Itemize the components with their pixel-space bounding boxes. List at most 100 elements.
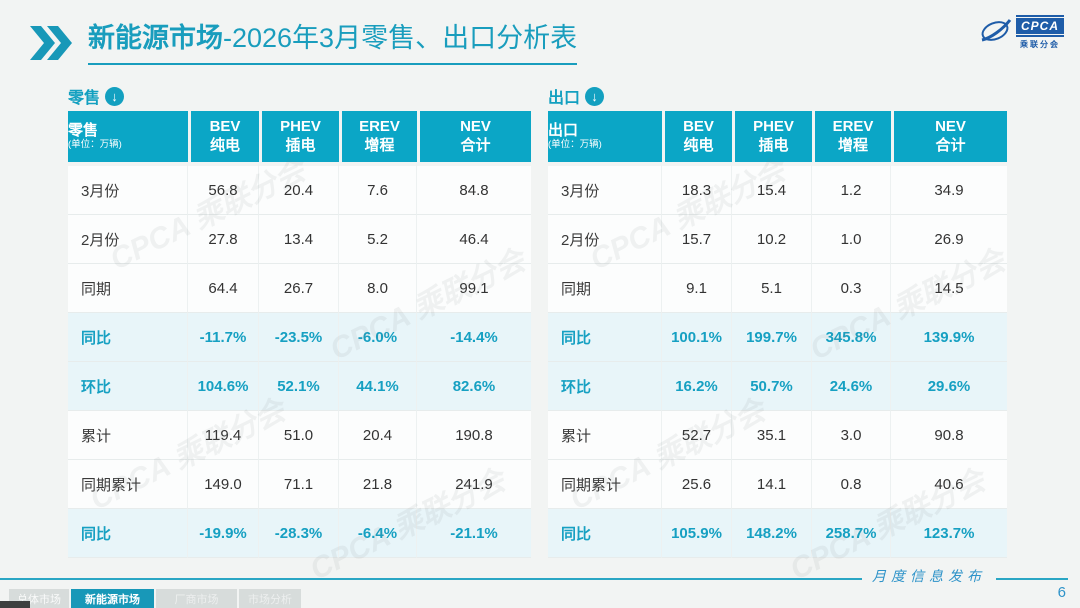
logo-acronym: CPCA <box>1015 18 1064 34</box>
cell-value: 100.1% <box>662 313 732 362</box>
cell-value: 0.8 <box>812 460 891 509</box>
row-label: 环比 <box>548 362 662 411</box>
cell-value: 258.7% <box>812 509 891 558</box>
cell-value: 71.1 <box>259 460 339 509</box>
export-table: 出口 (单位：万辆) BEV 纯电 PHEV 插电 EREV 增程 NEV 合计 3月份 18.… <box>548 111 1007 558</box>
row-label: 累计 <box>548 411 662 460</box>
cell-value: 13.4 <box>259 215 339 264</box>
table-row: 同期 64.4 26.7 8.0 99.1 <box>68 264 531 313</box>
row-label: 2月份 <box>548 215 662 264</box>
cell-value: -19.9% <box>188 509 259 558</box>
row-label: 同比 <box>68 509 188 558</box>
cell-value: 46.4 <box>417 215 531 264</box>
retail-table-body: 3月份 56.8 20.4 7.6 84.8 2月份 27.8 13.4 5.2 46.4 同期 64… <box>68 162 531 558</box>
cell-value: 149.0 <box>188 460 259 509</box>
cell-value: 15.7 <box>662 215 732 264</box>
title-block: 新能源市场-2026年3月零售、出口分析表 <box>30 22 578 65</box>
cell-value: 56.8 <box>188 162 259 215</box>
export-section-label: 出口 <box>548 90 581 107</box>
cell-value: 0.3 <box>812 264 891 313</box>
row-label: 同比 <box>68 313 188 362</box>
cell-value: -6.4% <box>339 509 417 558</box>
column-header: EREV 增程 <box>812 111 891 162</box>
cell-value: 64.4 <box>188 264 259 313</box>
column-header: EREV 增程 <box>339 111 417 162</box>
export-table-block: 出口 ↓ 出口 (单位：万辆) BEV 纯电 PHEV 插电 EREV 增程 NEV 合计 3… <box>548 84 1007 558</box>
cell-value: 3.0 <box>812 411 891 460</box>
cell-value: 52.7 <box>662 411 732 460</box>
row-label: 累计 <box>68 411 188 460</box>
export-section-header: 出口 ↓ <box>548 84 1007 108</box>
cell-value: 90.8 <box>891 411 1007 460</box>
cell-value: 25.6 <box>662 460 732 509</box>
footer-divider-line <box>0 578 1068 580</box>
page-number: 6 <box>1057 584 1066 601</box>
cell-value: -14.4% <box>417 313 531 362</box>
cell-value: 44.1% <box>339 362 417 411</box>
logo-stripe-bottom <box>1015 35 1064 37</box>
cell-value: 8.0 <box>339 264 417 313</box>
cell-value: 7.6 <box>339 162 417 215</box>
cell-value: 15.4 <box>732 162 812 215</box>
table-row: 同期累计 25.6 14.1 0.8 40.6 <box>548 460 1007 509</box>
row-label: 2月份 <box>68 215 188 264</box>
cpca-swoosh-icon <box>981 19 1012 42</box>
row-label: 同期 <box>548 264 662 313</box>
cell-value: 26.7 <box>259 264 339 313</box>
cell-value: 105.9% <box>662 509 732 558</box>
table-row: 环比 16.2% 50.7% 24.6% 29.6% <box>548 362 1007 411</box>
cell-value: 123.7% <box>891 509 1007 558</box>
column-header: NEV 合计 <box>891 111 1007 162</box>
cell-value: 14.5 <box>891 264 1007 313</box>
footer-tab[interactable]: 市场分析 <box>239 589 301 608</box>
corner-mark <box>0 601 30 608</box>
double-chevron-icon <box>30 26 72 60</box>
retail-section-label: 零售 <box>68 90 101 107</box>
cell-value: 199.7% <box>732 313 812 362</box>
title-prefix: 新能源市场 <box>88 23 223 53</box>
row-label: 同比 <box>548 313 662 362</box>
cell-value: 27.8 <box>188 215 259 264</box>
row-label: 同期累计 <box>68 460 188 509</box>
cell-value: 20.4 <box>259 162 339 215</box>
column-header: PHEV 插电 <box>732 111 812 162</box>
cell-value: 26.9 <box>891 215 1007 264</box>
cell-value: 5.1 <box>732 264 812 313</box>
cell-value: 119.4 <box>188 411 259 460</box>
header-unit-label: (单位：万辆) <box>68 138 122 150</box>
cell-value: 16.2% <box>662 362 732 411</box>
table-row: 3月份 18.3 15.4 1.2 34.9 <box>548 162 1007 215</box>
column-header: NEV 合计 <box>417 111 531 162</box>
export-header-label-cell: 出口 (单位：万辆) <box>548 111 662 162</box>
cell-value: 1.2 <box>812 162 891 215</box>
cell-value: 99.1 <box>417 264 531 313</box>
header-table-name: 出口 <box>548 121 579 139</box>
logo-text-block: CPCA 乘联分会 <box>1015 14 1064 50</box>
cell-value: 20.4 <box>339 411 417 460</box>
row-label: 3月份 <box>68 162 188 215</box>
page-title: 新能源市场-2026年3月零售、出口分析表 <box>88 22 578 65</box>
cell-value: 52.1% <box>259 362 339 411</box>
column-header: PHEV 插电 <box>259 111 339 162</box>
cell-value: 50.7% <box>732 362 812 411</box>
table-row: 累计 52.7 35.1 3.0 90.8 <box>548 411 1007 460</box>
table-row: 同比 -19.9% -28.3% -6.4% -21.1% <box>68 509 531 558</box>
cell-value: 139.9% <box>891 313 1007 362</box>
cell-value: -21.1% <box>417 509 531 558</box>
footer-tab[interactable]: 新能源市场 <box>71 589 154 608</box>
row-label: 同期 <box>68 264 188 313</box>
title-suffix: -2026年3月零售、出口分析表 <box>223 23 578 53</box>
cell-value: 104.6% <box>188 362 259 411</box>
table-row: 3月份 56.8 20.4 7.6 84.8 <box>68 162 531 215</box>
cpca-logo: CPCA 乘联分会 <box>979 14 1064 50</box>
cell-value: 24.6% <box>812 362 891 411</box>
cell-value: -23.5% <box>259 313 339 362</box>
export-table-body: 3月份 18.3 15.4 1.2 34.9 2月份 15.7 10.2 1.0 26.9 同期 9.… <box>548 162 1007 558</box>
footer-tab[interactable]: 厂商市场 <box>156 589 237 608</box>
cell-value: 84.8 <box>417 162 531 215</box>
column-header: BEV 纯电 <box>188 111 259 162</box>
table-row: 同比 100.1% 199.7% 345.8% 139.9% <box>548 313 1007 362</box>
retail-table: 零售 (单位：万辆) BEV 纯电 PHEV 插电 EREV 增程 NEV 合计 3月份 56.… <box>68 111 531 558</box>
cell-value: 21.8 <box>339 460 417 509</box>
